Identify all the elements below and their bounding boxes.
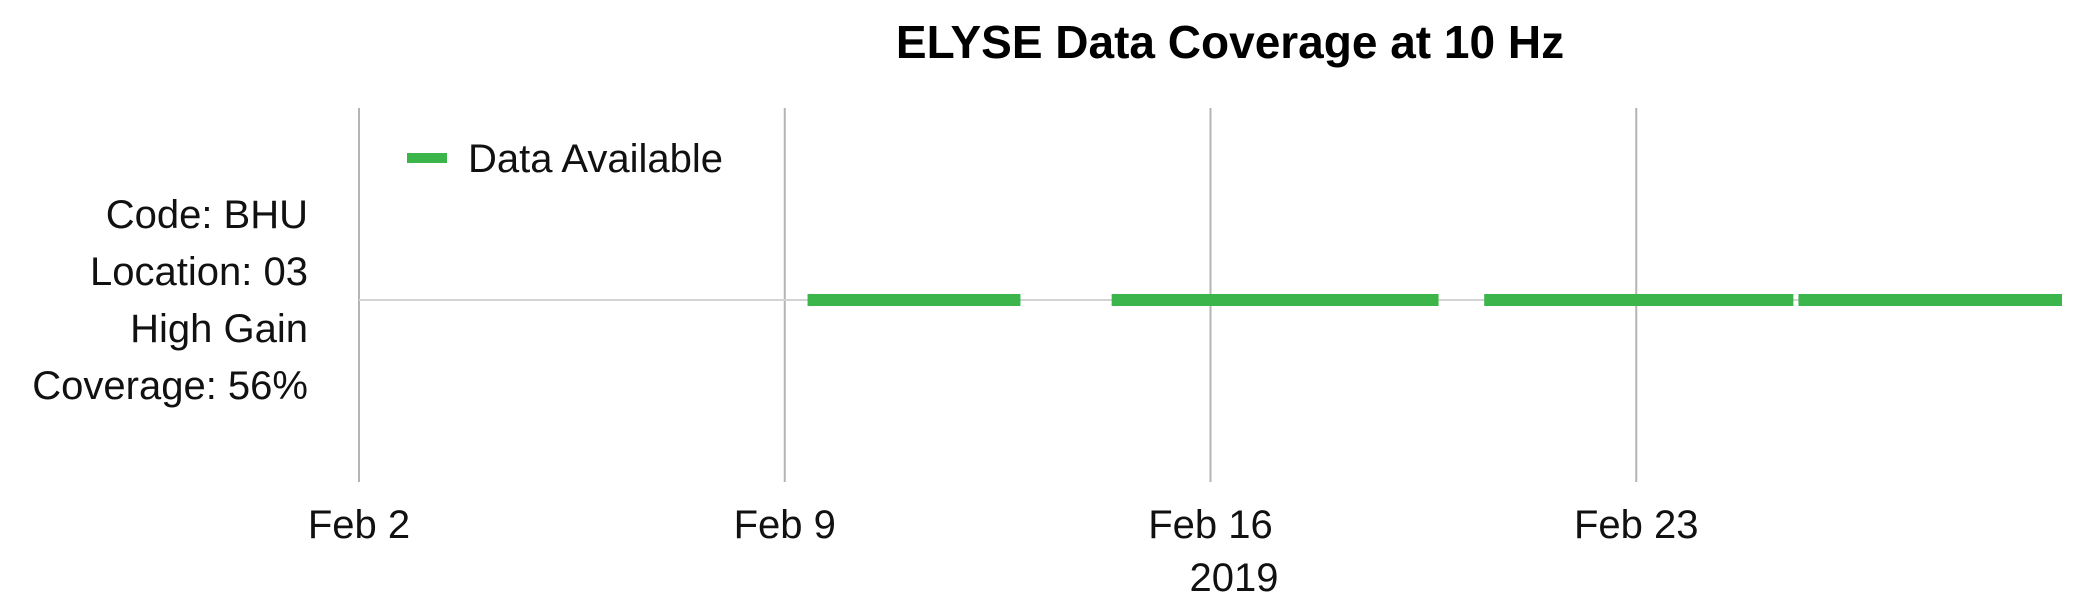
coverage-segment xyxy=(1111,294,1439,306)
channel-gain-label: High Gain xyxy=(130,307,308,351)
legend: Data Available xyxy=(407,137,723,181)
coverage-segment xyxy=(1798,294,2062,306)
x-tick-labels: Feb 2 Feb 9 Feb 16 Feb 23 xyxy=(308,503,1699,547)
legend-label: Data Available xyxy=(468,137,723,181)
x-tick-label: Feb 2 xyxy=(308,503,410,547)
chart-title: ELYSE Data Coverage at 10 Hz xyxy=(896,16,1564,68)
coverage-segment xyxy=(1484,294,1794,306)
x-tick-label: Feb 16 xyxy=(1148,503,1273,547)
channel-labels: Code: BHU Location: 03 High Gain Coverag… xyxy=(32,193,308,408)
legend-swatch xyxy=(407,153,447,163)
coverage-segments xyxy=(807,294,2062,306)
channel-location-label: Location: 03 xyxy=(90,250,308,294)
coverage-segment xyxy=(807,294,1021,306)
x-axis-label: 2019 xyxy=(1190,556,1279,600)
x-tick-label: Feb 9 xyxy=(734,503,836,547)
x-tick-label: Feb 23 xyxy=(1574,503,1699,547)
channel-coverage-label: Coverage: 56% xyxy=(32,364,308,408)
channel-code-label: Code: BHU xyxy=(106,193,308,237)
